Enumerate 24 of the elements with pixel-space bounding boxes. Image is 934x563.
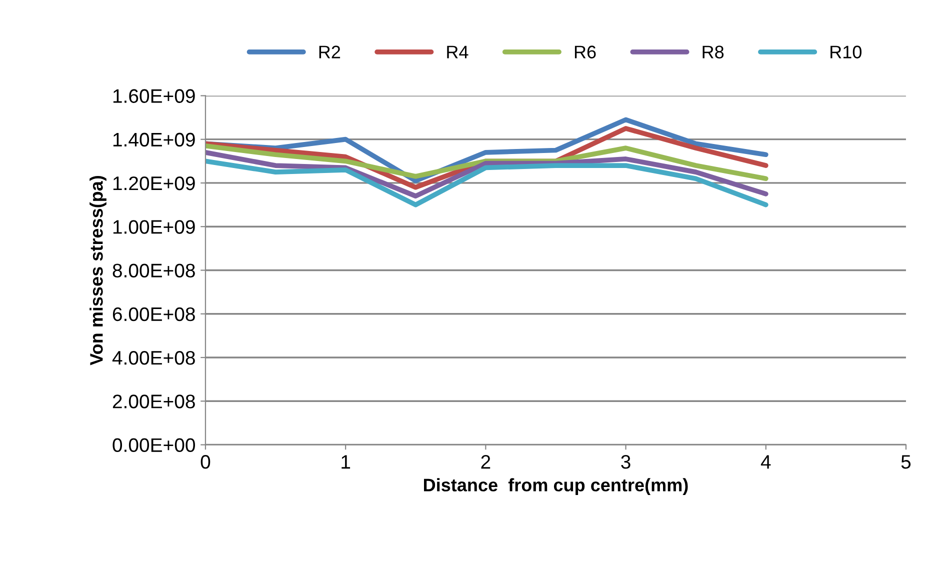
x-tick-label: 4 xyxy=(760,455,771,469)
line-series xyxy=(205,150,768,198)
x-axis-title: Distance from cup centre(mm) xyxy=(424,478,688,496)
x-tick-label: 3 xyxy=(621,455,630,469)
y-tick-label: 8.00E+08 xyxy=(112,264,195,278)
y-axis-title: Von misses stress(pa) xyxy=(90,176,106,366)
legend-label: R4 xyxy=(447,46,468,58)
y-tick-label: 1.20E+09 xyxy=(113,176,195,190)
y-tick-label: 1.00E+09 xyxy=(113,220,195,234)
legend-label: R10 xyxy=(830,46,862,58)
legend-label: R6 xyxy=(574,46,596,58)
y-tick-label: 2.00E+08 xyxy=(112,394,195,408)
line-series xyxy=(205,158,768,208)
y-tick-label: 4.00E+08 xyxy=(112,350,195,365)
y-tick-label: 1.60E+09 xyxy=(113,89,195,103)
x-tick-label: 0 xyxy=(200,455,210,469)
legend-label: R8 xyxy=(702,46,724,58)
y-tick-label: 6.00E+08 xyxy=(112,307,195,322)
y-tick-label: 0.00E+00 xyxy=(112,438,195,452)
x-tick-label: 5 xyxy=(901,455,911,469)
y-tick-label: 1.40E+09 xyxy=(113,132,195,147)
legend-label: R2 xyxy=(319,46,340,58)
x-tick-label: 2 xyxy=(481,455,490,469)
x-tick-label: 1 xyxy=(342,455,350,469)
